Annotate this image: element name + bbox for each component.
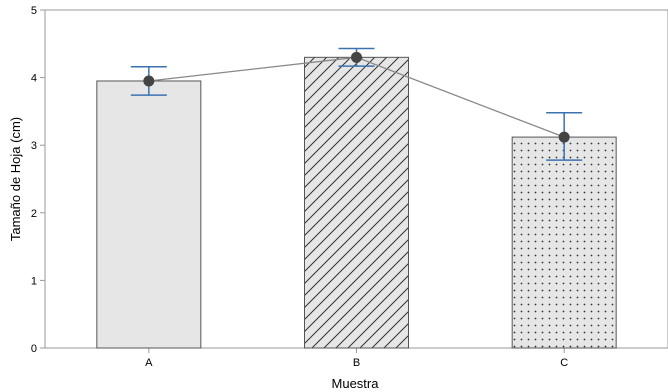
- bar-c: [511, 136, 617, 349]
- mean-line-group: [143, 51, 570, 143]
- x-tick-label: B: [353, 357, 360, 369]
- x-axis: A B C: [145, 348, 568, 369]
- y-tick-label: 4: [31, 73, 37, 85]
- y-tick-label: 0: [31, 343, 37, 355]
- bar-b: [304, 56, 409, 349]
- y-tick-label: 1: [31, 275, 37, 287]
- bars: [96, 56, 617, 349]
- bar-a: [96, 80, 202, 349]
- x-tick-label: A: [145, 357, 153, 369]
- y-axis-label: Tamaño de Hoja (cm): [8, 117, 23, 241]
- y-tick-label: 5: [31, 5, 37, 17]
- y-tick-label: 2: [31, 208, 37, 220]
- x-tick-label: C: [560, 357, 568, 369]
- y-tick-label: 3: [31, 140, 37, 152]
- mean-marker-b: [351, 51, 362, 63]
- x-axis-label: Muestra: [332, 376, 380, 391]
- mean-marker-c: [558, 131, 570, 143]
- y-axis: 0 1 2 3 4 5: [31, 5, 45, 355]
- mean-marker-a: [143, 75, 155, 87]
